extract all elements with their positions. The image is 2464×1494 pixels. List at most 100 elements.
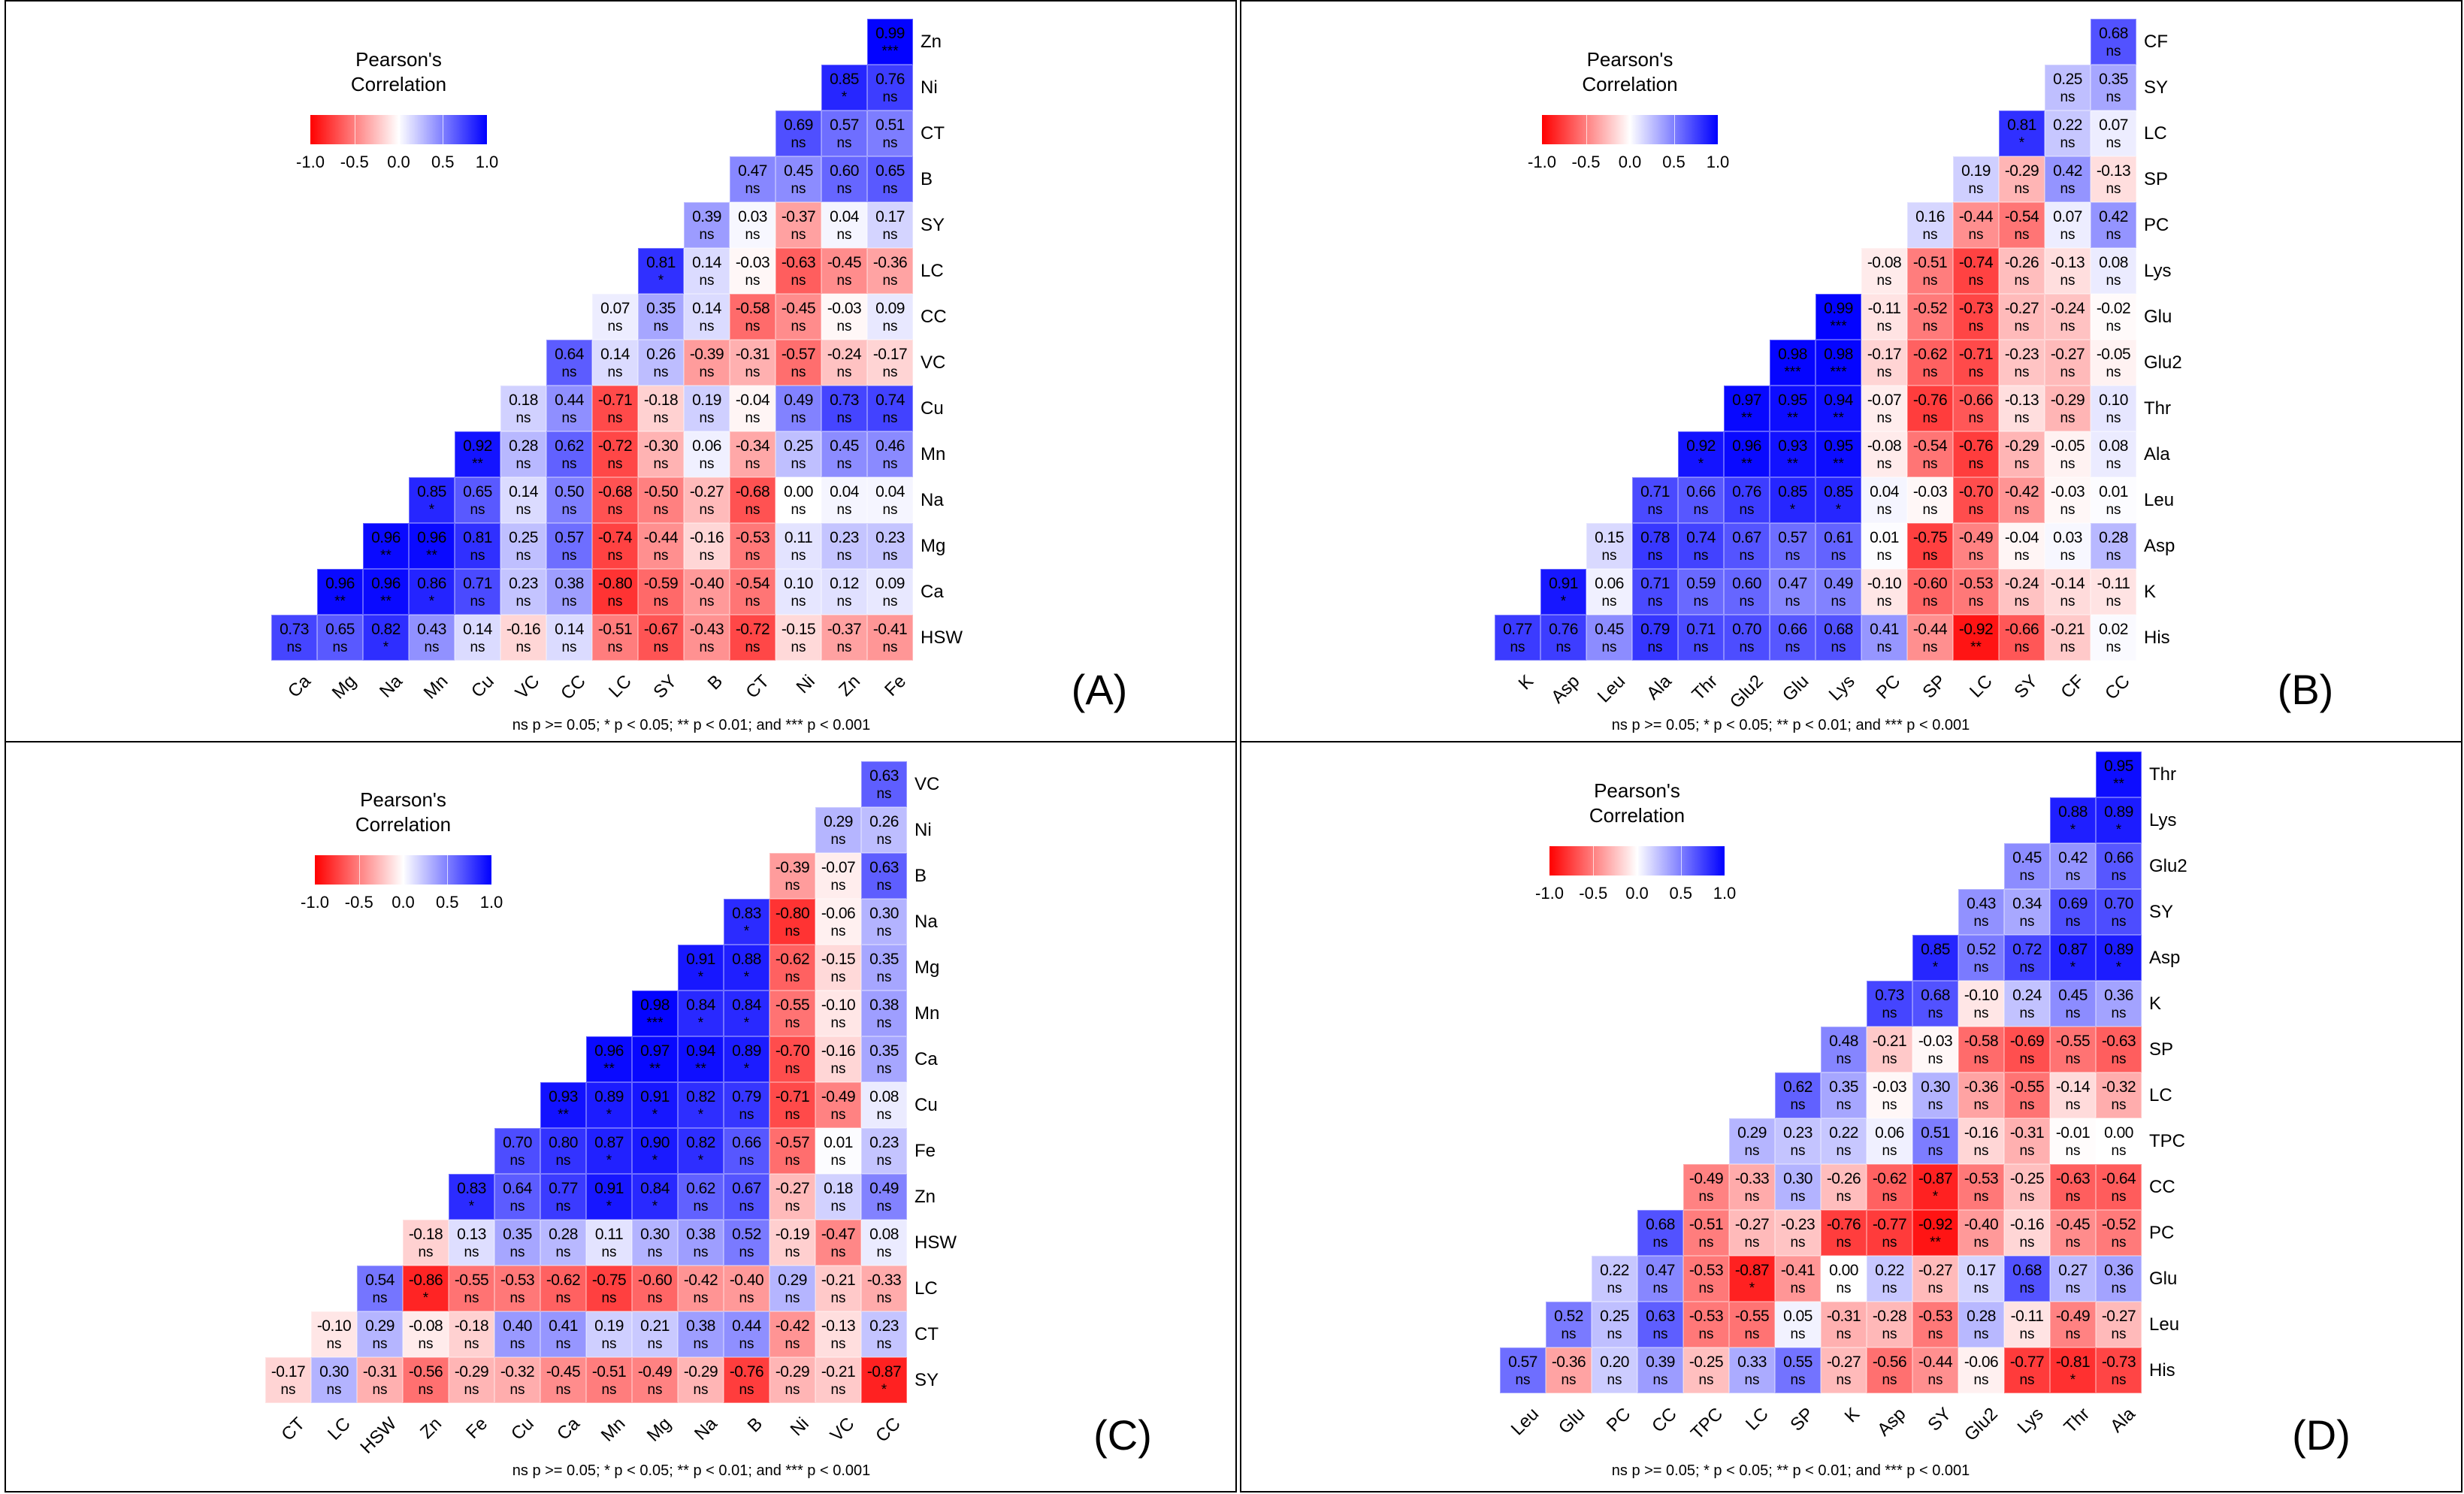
cell-value: -0.29	[683, 1362, 718, 1381]
cell-significance: ns	[2014, 364, 2030, 380]
row-label: HSW	[915, 1232, 957, 1253]
heatmap-cell: 0.18 ns	[815, 1174, 861, 1220]
cell-value: -0.53	[1918, 1307, 1953, 1325]
cell-significance: **	[1741, 410, 1752, 426]
row-label: Zn	[921, 32, 942, 52]
cell-significance: ns	[1922, 639, 1938, 655]
cell-significance: ns	[2014, 455, 2030, 472]
cell-value: 0.43	[1967, 894, 1996, 912]
heatmap-cell: -0.31 ns	[2004, 1118, 2050, 1164]
cell-value: -0.92	[1918, 1215, 1953, 1233]
cell-significance: ns	[836, 547, 852, 564]
heatmap-cell: -0.81 *	[2050, 1347, 2096, 1393]
cell-value: -0.16	[2009, 1215, 2045, 1233]
cell-value: 0.43	[417, 620, 446, 638]
cell-value: 0.35	[869, 1042, 899, 1060]
heatmap-cell: -0.29 ns	[449, 1357, 494, 1403]
heatmap-cell: 0.85 *	[1912, 935, 1958, 981]
cell-value: -0.76	[1912, 391, 1948, 409]
cell-value: 0.36	[2104, 1261, 2133, 1279]
cell-value: -0.08	[408, 1317, 443, 1335]
heatmap-cell: -0.44 ns	[1953, 202, 1999, 248]
cell-significance: ns	[836, 410, 852, 426]
cell-value: 0.52	[1554, 1307, 1583, 1325]
heatmap-cell: -0.71 ns	[1953, 340, 1999, 386]
heatmap-cell: 0.00 ns	[775, 477, 821, 523]
cell-significance: ns	[830, 831, 846, 848]
cell-significance: ns	[1836, 1142, 1852, 1159]
heatmap-cell: 0.91 *	[632, 1082, 678, 1128]
heatmap-cell: -0.54 ns	[730, 569, 775, 615]
cell-significance: *	[428, 593, 435, 609]
cell-significance: ns	[745, 318, 760, 334]
cell-value: 0.85	[1824, 482, 1853, 501]
row-label: Mg	[921, 536, 946, 556]
cell-value: 0.61	[1824, 528, 1853, 546]
heatmap-cell: -0.62 ns	[769, 945, 815, 990]
cell-significance: ns	[830, 1244, 846, 1260]
heatmap-cell: 0.63 ns	[1637, 1302, 1683, 1347]
heatmap-cell: 0.25 ns	[1592, 1302, 1637, 1347]
cell-significance: ns	[653, 364, 669, 380]
cell-significance: ns	[2065, 1005, 2081, 1021]
cell-value: -0.18	[643, 391, 679, 409]
heatmap-cell: 0.65 ns	[455, 477, 500, 523]
cell-value: -0.59	[643, 574, 679, 592]
cell-value: 0.70	[2104, 894, 2133, 912]
cell-significance: **	[1833, 410, 1844, 426]
cell-value: -0.86	[408, 1271, 443, 1289]
heatmap-cell: -0.10 ns	[311, 1311, 357, 1357]
heatmap-cell: -0.51 ns	[1907, 248, 1953, 294]
cell-significance: ***	[881, 43, 899, 59]
cell-value: -0.27	[1918, 1261, 1953, 1279]
heatmap-cell: 0.38 ns	[678, 1311, 724, 1357]
cell-significance: ns	[1836, 1280, 1852, 1296]
heatmap-cell: -0.34 ns	[730, 431, 775, 477]
cell-significance: ns	[2014, 410, 2030, 426]
heatmap-cell: 0.23 ns	[861, 1311, 907, 1357]
heatmap-cell: -0.64 ns	[2096, 1164, 2142, 1210]
cell-significance: ns	[2019, 1096, 2035, 1113]
heatmap-cell: -0.52 ns	[2096, 1210, 2142, 1256]
row-label: SY	[915, 1370, 939, 1390]
cell-significance: ns	[836, 226, 852, 243]
heatmap-cell: 0.83 *	[449, 1174, 494, 1220]
cell-significance: ns	[1876, 547, 1892, 564]
heatmap-cell: -0.58 ns	[1958, 1027, 2004, 1072]
row-label: K	[2144, 582, 2157, 602]
cell-significance: *	[697, 1106, 704, 1123]
cell-value: -0.15	[781, 620, 816, 638]
heatmap-cell: 0.62 ns	[678, 1174, 724, 1220]
row-label: Cu	[921, 398, 944, 419]
cell-value: -0.10	[1867, 574, 1902, 592]
cell-value: 0.21	[640, 1317, 670, 1335]
cell-significance: *	[743, 1060, 750, 1077]
cell-value: 0.25	[1600, 1307, 1629, 1325]
cell-value: -0.37	[827, 620, 862, 638]
cell-significance: ns	[509, 1152, 525, 1169]
cell-significance: ns	[699, 639, 715, 655]
heatmap-cell: 0.77 ns	[1495, 615, 1540, 661]
heatmap-cell: -0.53 ns	[1912, 1302, 1958, 1347]
heatmap-cell: 0.36 ns	[2096, 1256, 2142, 1302]
heatmap-cell: 0.82 *	[363, 615, 409, 661]
cell-significance: ns	[1922, 593, 1938, 609]
cell-value: 0.68	[1646, 1215, 1675, 1233]
cell-value: 0.09	[875, 574, 905, 592]
heatmap-cell: 0.85 *	[1770, 477, 1815, 523]
cell-value: -0.13	[2050, 253, 2085, 271]
cell-significance: ns	[882, 135, 898, 151]
significance-footnote: ns p >= 0.05; * p < 0.05; ** p < 0.01; a…	[512, 717, 871, 733]
heatmap-cell: 0.45 ns	[775, 156, 821, 202]
heatmap-cell: -0.63 ns	[2096, 1027, 2142, 1072]
cell-significance: ns	[1973, 1326, 1989, 1342]
heatmap-cell: -0.75 ns	[586, 1266, 632, 1311]
cell-value: 0.04	[1870, 482, 1899, 501]
heatmap-cell: -0.24 ns	[1999, 569, 2045, 615]
heatmap-cell: 0.30 ns	[861, 899, 907, 945]
heatmap-cell: 0.18 ns	[500, 386, 546, 431]
heatmap-cell: 0.80 ns	[540, 1128, 586, 1174]
cell-value: 0.23	[875, 528, 905, 546]
cell-significance: ns	[1882, 1234, 1897, 1251]
heatmap-cell: 0.90 *	[632, 1128, 678, 1174]
